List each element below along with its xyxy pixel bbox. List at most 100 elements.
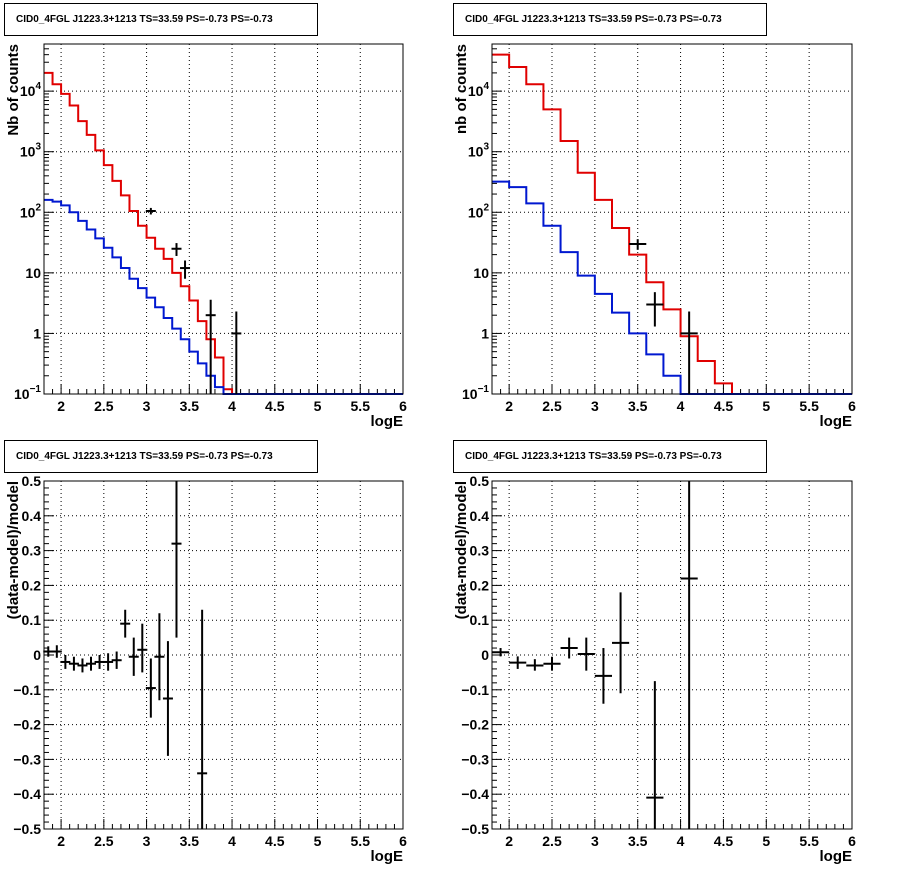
y-tick-label: 0.3 bbox=[22, 543, 42, 559]
chart-panel-2: 2 2.5 3 3.5 4 4.5 5 5.5 6 −0.5 −0.4 −0.3 −0.2 −0.1 0 0.… bbox=[5, 473, 407, 865]
y-tick-label: 102 bbox=[468, 202, 490, 220]
data-points bbox=[145, 207, 242, 394]
y-tick-label: −0.2 bbox=[461, 717, 489, 733]
y-tick-label: −0.1 bbox=[461, 682, 489, 698]
x-tick-label: 3.5 bbox=[628, 398, 648, 414]
x-tick-label: 6 bbox=[848, 398, 856, 414]
y-tick-label: 0.5 bbox=[470, 473, 490, 489]
pad-title-top-left: CID0_4FGL J1223.3+1213 TS=33.59 PS=-0.73… bbox=[4, 3, 318, 36]
hist-series-0 bbox=[492, 53, 852, 395]
x-tick-label: 6 bbox=[399, 398, 407, 414]
y-tick-label: −0.1 bbox=[13, 682, 41, 698]
y-axis-label: nb of counts bbox=[453, 44, 470, 134]
y-tick-labels: 10−1 1 10 102 103 104 bbox=[462, 81, 489, 402]
x-tick-label: 6 bbox=[848, 833, 856, 849]
x-tick-label: 3 bbox=[591, 398, 599, 414]
y-tick-labels: −0.5 −0.4 −0.3 −0.2 −0.1 0 0.1 0.2 0.3 0.4 0.5 bbox=[461, 473, 489, 837]
x-axis-label: logE bbox=[371, 848, 404, 865]
y-tick-label: −0.3 bbox=[13, 751, 41, 767]
data-points bbox=[492, 481, 698, 829]
x-tick-label: 3.5 bbox=[180, 833, 200, 849]
y-tick-label: 104 bbox=[20, 81, 42, 99]
y-tick-label: 0.4 bbox=[470, 508, 490, 524]
y-axis-label: (data-model)/model bbox=[5, 481, 22, 619]
chart-panel-0: 2 2.5 3 3.5 4 4.5 5 5.5 6 10−1 1 10 102 103 104 logE Nb … bbox=[5, 43, 407, 430]
x-tick-label: 2 bbox=[505, 398, 513, 414]
ticks bbox=[43, 43, 404, 395]
y-tick-label: 0.2 bbox=[470, 577, 490, 593]
y-tick-label: −0.4 bbox=[461, 786, 489, 802]
y-tick-label: 0.3 bbox=[470, 543, 490, 559]
y-axis-label: (data-model)/model bbox=[453, 481, 470, 619]
y-tick-label: 102 bbox=[20, 202, 42, 220]
chart-panel-1: 2 2.5 3 3.5 4 4.5 5 5.5 6 10−1 1 10 102 103 104 logE nb … bbox=[453, 43, 856, 430]
x-tick-label: 5.5 bbox=[351, 833, 371, 849]
y-tick-label: 103 bbox=[468, 142, 490, 160]
y-tick-labels: −0.5 −0.4 −0.3 −0.2 −0.1 0 0.1 0.2 0.3 0.4 0.5 bbox=[13, 473, 41, 837]
y-axis-label: Nb of counts bbox=[5, 44, 22, 136]
x-tick-label: 4.5 bbox=[714, 833, 734, 849]
y-tick-label: 0.5 bbox=[22, 473, 42, 489]
x-tick-label: 4 bbox=[677, 398, 685, 414]
y-tick-label: 10 bbox=[25, 265, 41, 281]
plot-frame bbox=[491, 480, 853, 830]
x-tick-label: 2 bbox=[505, 833, 513, 849]
x-tick-label: 2.5 bbox=[542, 833, 562, 849]
y-tick-label: 1 bbox=[33, 325, 41, 341]
x-tick-label: 4 bbox=[228, 833, 236, 849]
x-tick-label: 6 bbox=[399, 833, 407, 849]
plot-frame bbox=[491, 43, 853, 395]
x-tick-label: 3 bbox=[143, 833, 151, 849]
grid bbox=[44, 44, 403, 394]
x-tick-label: 3 bbox=[591, 833, 599, 849]
y-tick-label: 10−1 bbox=[14, 384, 41, 402]
x-tick-labels: 2 2.5 3 3.5 4 4.5 5 5.5 6 bbox=[57, 833, 407, 849]
pad-title-bottom-left: CID0_4FGL J1223.3+1213 TS=33.59 PS=-0.73… bbox=[4, 440, 318, 473]
pad-title-top-right: CID0_4FGL J1223.3+1213 TS=33.59 PS=-0.73… bbox=[453, 3, 767, 36]
x-tick-label: 4 bbox=[228, 398, 236, 414]
x-axis-label: logE bbox=[820, 413, 853, 430]
x-tick-label: 2.5 bbox=[542, 398, 562, 414]
x-tick-labels: 2 2.5 3 3.5 4 4.5 5 5.5 6 bbox=[505, 833, 856, 849]
data-points bbox=[629, 239, 698, 394]
x-tick-label: 5 bbox=[762, 833, 770, 849]
chart-panel-3: 2 2.5 3 3.5 4 4.5 5 5.5 6 −0.5 −0.4 −0.3 −0.2 −0.1 0 0.… bbox=[453, 473, 856, 865]
hist-series-0 bbox=[44, 71, 403, 395]
y-tick-label: 0.1 bbox=[22, 612, 42, 628]
plot-frame bbox=[43, 480, 404, 830]
data-points bbox=[43, 481, 208, 829]
y-tick-label: 0.4 bbox=[22, 508, 42, 524]
y-tick-label: −0.5 bbox=[13, 821, 41, 837]
x-tick-label: 2.5 bbox=[94, 833, 114, 849]
x-tick-labels: 2 2.5 3 3.5 4 4.5 5 5.5 6 bbox=[505, 398, 856, 414]
y-tick-label: 0 bbox=[33, 647, 41, 663]
y-tick-label: 104 bbox=[468, 81, 490, 99]
x-tick-label: 5.5 bbox=[799, 833, 819, 849]
y-tick-label: 1 bbox=[481, 325, 489, 341]
plot-frame bbox=[43, 43, 404, 395]
x-tick-label: 5 bbox=[762, 398, 770, 414]
y-tick-label: −0.3 bbox=[461, 751, 489, 767]
grid bbox=[492, 44, 852, 394]
y-tick-label: 10−1 bbox=[462, 384, 489, 402]
y-tick-label: 10 bbox=[473, 265, 489, 281]
x-tick-label: 4.5 bbox=[265, 398, 285, 414]
x-tick-label: 2 bbox=[57, 833, 65, 849]
y-tick-label: −0.2 bbox=[13, 717, 41, 733]
grid bbox=[44, 481, 403, 829]
y-tick-label: 103 bbox=[20, 142, 42, 160]
x-tick-label: 3 bbox=[143, 398, 151, 414]
x-tick-label: 5 bbox=[314, 398, 322, 414]
x-axis-label: logE bbox=[371, 413, 404, 430]
y-tick-label: 0.2 bbox=[22, 577, 42, 593]
pad-title-bottom-right: CID0_4FGL J1223.3+1213 TS=33.59 PS=-0.73… bbox=[453, 440, 767, 473]
x-tick-label: 5 bbox=[314, 833, 322, 849]
x-tick-label: 3.5 bbox=[628, 833, 648, 849]
x-tick-label: 4.5 bbox=[265, 833, 285, 849]
grid bbox=[492, 481, 852, 829]
x-tick-label: 2.5 bbox=[94, 398, 114, 414]
hist-series-1 bbox=[492, 180, 852, 395]
x-tick-label: 2 bbox=[57, 398, 65, 414]
y-tick-label: 0 bbox=[481, 647, 489, 663]
ticks bbox=[491, 43, 853, 395]
